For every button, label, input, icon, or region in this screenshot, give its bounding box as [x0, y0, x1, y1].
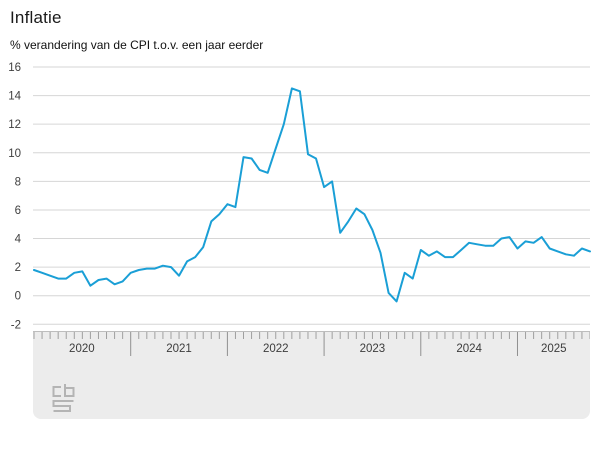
- y-axis-labels: 16 14 12 10 8 6 4 2 0 -2: [8, 62, 21, 330]
- inflation-series-line[interactable]: [33, 87, 591, 303]
- svg-text:2024: 2024: [456, 343, 482, 355]
- line-chart: 16 14 12 10 8 6 4 2 0 -2: [8, 60, 591, 330]
- svg-text:4: 4: [15, 234, 22, 246]
- timeline-ruler: 2020 2021 2022 2023 2024 2025: [33, 332, 590, 356]
- svg-text:0: 0: [15, 291, 21, 303]
- gridlines: [33, 66, 590, 325]
- svg-text:2025: 2025: [541, 343, 567, 355]
- svg-text:2021: 2021: [166, 343, 192, 355]
- year-dividers: [130, 332, 518, 356]
- svg-text:-2: -2: [11, 319, 21, 330]
- cbs-logo-letter-c: [52, 386, 61, 397]
- page-title: Inflatie: [10, 8, 62, 27]
- chart-subtitle: % verandering van de CPI t.o.v. een jaar…: [10, 38, 264, 52]
- svg-text:6: 6: [15, 205, 21, 217]
- svg-text:8: 8: [15, 176, 21, 188]
- cbs-logo: [52, 384, 75, 412]
- svg-text:14: 14: [8, 91, 21, 103]
- svg-text:16: 16: [8, 62, 21, 74]
- month-ticks: [33, 332, 590, 339]
- svg-text:12: 12: [8, 119, 21, 131]
- cbs-logo-letter-b: [64, 384, 75, 397]
- svg-text:2: 2: [15, 262, 21, 274]
- plot-area[interactable]: [33, 60, 590, 330]
- timeline-range-slider[interactable]: 2020 2021 2022 2023 2024 2025: [33, 331, 590, 419]
- cbs-logo-letter-s: [52, 400, 74, 412]
- svg-text:2020: 2020: [69, 343, 95, 355]
- year-labels: 2020 2021 2022 2023 2024 2025: [69, 343, 566, 355]
- svg-text:2023: 2023: [360, 343, 386, 355]
- svg-text:2022: 2022: [263, 343, 289, 355]
- svg-text:10: 10: [8, 148, 21, 160]
